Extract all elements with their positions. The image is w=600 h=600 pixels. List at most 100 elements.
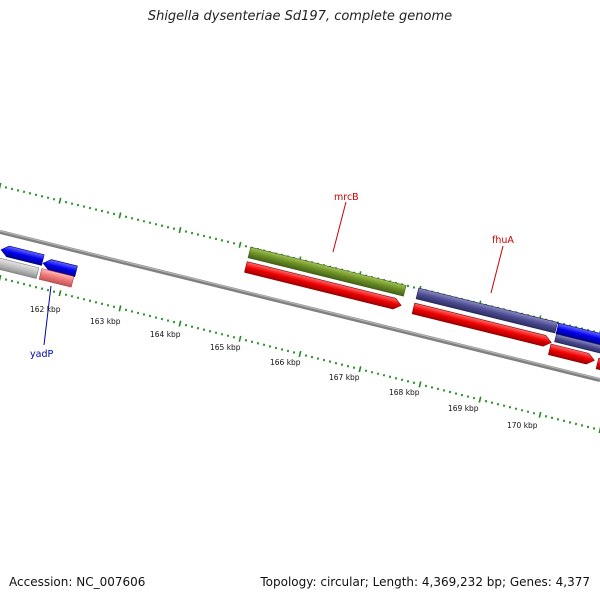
minor-tick: [508, 405, 512, 409]
cds-mrcB[interactable]: [247, 246, 407, 297]
minor-tick: [574, 422, 578, 426]
minor-tick: [232, 242, 236, 245]
minor-tick: [82, 205, 86, 208]
major-tick: [0, 182, 2, 190]
minor-tick: [52, 197, 56, 201]
genome-info-text: Topology: circular; Length: 4,369,232 bp…: [260, 575, 590, 589]
minor-tick: [496, 402, 500, 406]
minor-tick: [322, 358, 326, 362]
gene-label-fhuA[interactable]: fhuA: [492, 235, 514, 246]
minor-tick: [190, 325, 194, 328]
minor-tick: [112, 305, 116, 309]
cds-blue-3[interactable]: [555, 322, 600, 349]
major-tick: [0, 274, 2, 282]
minor-tick: [412, 381, 416, 385]
minor-tick: [472, 396, 476, 400]
minor-tick: [592, 427, 596, 430]
cds-red-2[interactable]: [411, 302, 552, 348]
minor-tick: [28, 192, 32, 195]
map-title: Shigella dysenteriae Sd197, complete gen…: [147, 9, 453, 24]
minor-tick: [310, 355, 314, 359]
minor-tick: [124, 308, 128, 312]
minor-tick: [436, 387, 440, 391]
minor-tick: [442, 389, 446, 392]
cds-fhuA[interactable]: [415, 287, 558, 334]
minor-tick: [40, 194, 44, 198]
minor-tick: [34, 193, 38, 197]
major-tick: [58, 197, 62, 204]
major-tick: [238, 335, 242, 342]
minor-tick: [208, 329, 212, 333]
minor-tick: [388, 375, 392, 379]
minor-tick: [208, 236, 212, 239]
cds-pink[interactable]: [38, 268, 75, 288]
cds-purple-2[interactable]: [554, 333, 600, 358]
accession-text: Accession: NC_007606: [9, 575, 146, 589]
minor-tick: [376, 372, 380, 376]
minor-tick: [262, 343, 266, 347]
minor-tick: [82, 297, 86, 301]
minor-tick: [28, 284, 32, 287]
minor-tick: [562, 419, 566, 423]
minor-tick: [106, 304, 110, 307]
minor-tick: [484, 399, 488, 403]
minor-tick: [226, 240, 230, 244]
minor-tick: [460, 393, 464, 397]
minor-tick: [226, 334, 230, 338]
minor-tick: [292, 351, 296, 354]
major-tick: [358, 366, 362, 373]
minor-tick: [346, 364, 350, 368]
minor-tick: [244, 244, 248, 248]
minor-tick: [334, 361, 338, 365]
tick-label: 165 kbp: [210, 343, 241, 352]
cds-red-4[interactable]: [595, 357, 600, 375]
minor-tick: [100, 302, 104, 306]
minor-tick: [340, 363, 344, 366]
minor-tick: [328, 360, 332, 363]
tick-label: 162 kbp: [30, 305, 61, 314]
minor-tick: [406, 284, 410, 288]
minor-tick: [364, 369, 368, 373]
tick-label: 170 kbp: [507, 421, 538, 430]
minor-tick: [196, 233, 200, 236]
minor-tick: [88, 299, 92, 303]
cds-red-3[interactable]: [547, 343, 595, 366]
tick-label: 167 kbp: [329, 373, 360, 382]
fhuA-leader: [490, 245, 504, 294]
minor-tick: [16, 189, 20, 192]
minor-tick: [154, 316, 158, 319]
minor-tick: [424, 384, 428, 388]
minor-tick: [280, 348, 284, 351]
major-tick: [298, 350, 302, 358]
cds-grey[interactable]: [0, 256, 40, 279]
major-tick: [118, 305, 122, 312]
gene-label-yadP[interactable]: yadP: [30, 349, 53, 360]
minor-tick: [316, 357, 320, 360]
minor-tick: [130, 217, 134, 220]
minor-tick: [160, 224, 164, 228]
gene-label-mrcB[interactable]: mrcB: [334, 192, 359, 203]
minor-tick: [586, 425, 590, 429]
minor-tick: [580, 424, 584, 427]
major-tick: [178, 320, 182, 327]
minor-tick: [34, 285, 38, 289]
minor-tick: [232, 335, 236, 339]
cds-blue-1[interactable]: [0, 244, 45, 266]
minor-tick: [196, 326, 200, 330]
minor-tick: [394, 377, 398, 380]
minor-tick: [532, 411, 536, 415]
minor-tick: [4, 186, 8, 189]
minor-tick: [136, 218, 140, 222]
minor-tick: [10, 279, 14, 283]
minor-tick: [112, 212, 116, 216]
minor-tick: [172, 227, 176, 230]
minor-tick: [106, 211, 110, 214]
minor-tick: [70, 294, 74, 298]
minor-tick: [568, 421, 572, 424]
minor-tick: [76, 296, 80, 300]
cds-red-1[interactable]: [244, 261, 402, 311]
scale-labels: 162 kbp 163 kbp 164 kbp 165 kbp 166 kbp …: [30, 305, 538, 430]
major-tick: [418, 381, 422, 388]
minor-tick: [556, 321, 560, 325]
minor-tick: [250, 340, 254, 344]
